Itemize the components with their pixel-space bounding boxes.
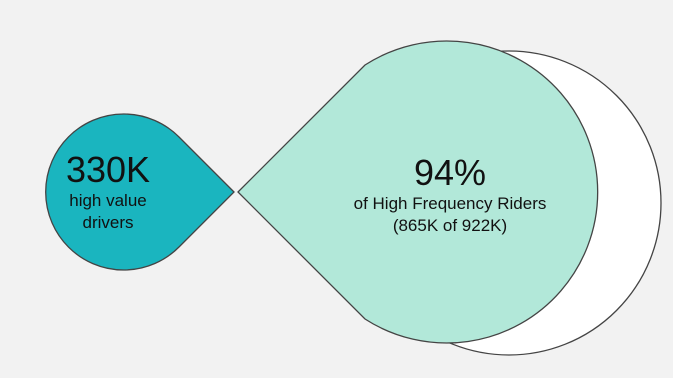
- left-teardrop-shape: [45, 113, 235, 271]
- left-label-line-2: drivers: [82, 213, 134, 232]
- left-teardrop-label: 330K high value drivers: [18, 150, 198, 234]
- right-label-line-1: of High Frequency Riders: [353, 194, 547, 213]
- high-value-drivers-count: 330K: [65, 149, 151, 190]
- left-label-line-1: high value: [69, 191, 147, 210]
- right-label-line-2: (865K of 922K): [392, 216, 508, 235]
- riders-percentage: 94%: [413, 152, 487, 193]
- right-teardrop-shape: [237, 40, 599, 344]
- right-teardrop-label: 94% of High Frequency Riders (865K of 92…: [300, 153, 600, 237]
